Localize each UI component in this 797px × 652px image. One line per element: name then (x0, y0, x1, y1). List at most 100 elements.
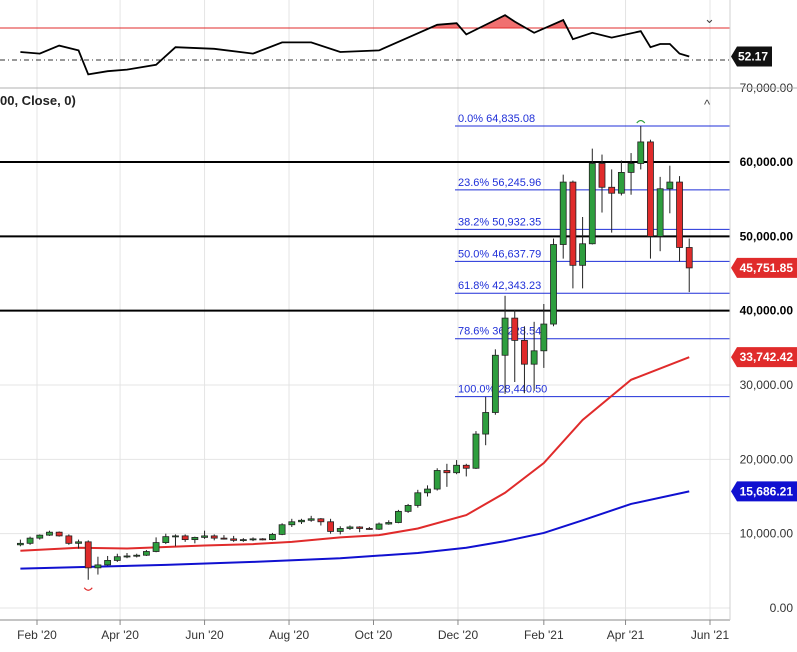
candle (579, 217, 587, 289)
price-badge-label: 33,742.42 (740, 350, 794, 364)
price-badge (731, 257, 797, 278)
candle-body (26, 537, 34, 544)
time-tick-label: Jun '21 (691, 628, 730, 642)
fib-level-label: 61.8% 42,343.23 (458, 280, 541, 292)
candle-body (16, 542, 24, 546)
oscillator-panel (0, 14, 730, 76)
candle-body (656, 188, 664, 237)
price-badge (731, 347, 797, 368)
candle-body (521, 339, 528, 365)
oscillator-overbought-fill (479, 15, 526, 28)
level-label-bg (733, 300, 795, 321)
candle-body (685, 247, 693, 269)
candle (356, 526, 364, 533)
candle (210, 534, 218, 541)
candle (201, 530, 208, 539)
time-tick-label: Feb '20 (17, 628, 57, 642)
candle (65, 534, 73, 545)
candle-body (414, 492, 422, 506)
candle (511, 309, 519, 383)
candle-body (550, 244, 557, 325)
time-tick-label: Jun '20 (185, 628, 224, 642)
candle-body (491, 354, 499, 413)
oscillator-overbought-fill (429, 23, 461, 28)
collapse-oscillator-button[interactable]: ⌄ (704, 11, 715, 26)
candle-body (472, 433, 480, 469)
candle-body (501, 317, 509, 356)
candle-body (647, 141, 654, 237)
candle-body (94, 564, 102, 569)
candle (462, 463, 470, 477)
candle-body (75, 541, 82, 544)
candle-body (55, 531, 63, 537)
candle (298, 518, 305, 525)
swing-high-marker (636, 119, 646, 124)
candle (113, 553, 121, 562)
candle-body (637, 141, 645, 164)
collapse-main-panel-button[interactable]: ^ (704, 97, 711, 112)
candle (191, 536, 199, 544)
candle (307, 515, 315, 522)
candle-body (113, 556, 121, 561)
fib-level-label: 0.0% 64,835.08 (458, 113, 535, 125)
candle (453, 460, 460, 475)
oscillator-value-badge (731, 46, 772, 67)
candle (162, 533, 170, 545)
candle (617, 160, 625, 196)
candle-body (269, 534, 276, 541)
price-axis: 70,000.0030,000.0020,000.0010,000.000.00… (733, 81, 795, 615)
candle (443, 463, 451, 487)
candle-body (424, 488, 431, 494)
candle (172, 534, 179, 547)
candle (501, 295, 509, 394)
candle (288, 518, 296, 527)
candle (181, 534, 189, 542)
candle (55, 531, 63, 537)
candle (550, 238, 557, 327)
candle-body (288, 521, 296, 526)
candle (414, 489, 422, 508)
fib-level-label: 23.6% 56,245.96 (458, 177, 541, 189)
candle-body (404, 505, 412, 512)
candle-body (336, 528, 344, 532)
fibonacci-retracement[interactable]: 0.0% 64,835.08 23.6% 56,245.96 38.2% 50,93… (455, 113, 730, 398)
candle-body (307, 518, 315, 521)
time-axis: Feb '20 Apr '20 Jun '20 Aug '20 Oct '20 Dec '… (0, 619, 730, 642)
candle-body (278, 524, 286, 535)
time-tick-label: Apr '20 (101, 628, 139, 642)
price-tick-label: 0.00 (770, 601, 794, 615)
horizontal-levels (0, 161, 730, 312)
candle-body (453, 464, 460, 474)
oscillator-value-label: 52.17 (738, 50, 768, 64)
price-badge (731, 481, 797, 502)
candle (365, 526, 373, 530)
candle (278, 523, 286, 536)
candle (530, 321, 538, 391)
fib-level-label: 100.0% 28,440.50 (458, 384, 547, 396)
candle-body (46, 531, 53, 536)
candle-body (608, 186, 616, 194)
candle-body (181, 535, 189, 541)
candle-body (133, 554, 141, 557)
candle (26, 536, 34, 545)
candle-body (627, 163, 635, 173)
candle-body (249, 538, 257, 541)
time-tick-label: Oct '20 (355, 628, 393, 642)
candle-body (201, 535, 208, 538)
candle-body (365, 528, 373, 530)
candle (627, 153, 635, 195)
candle (472, 431, 480, 469)
candle (104, 555, 112, 566)
candle-body (142, 551, 150, 556)
price-badge-label: 45,751.85 (740, 261, 794, 275)
candle-body (588, 163, 596, 245)
moving-averages (20, 356, 690, 570)
level-value-label: 50,000.00 (740, 229, 794, 243)
time-tick-label: Aug '20 (269, 628, 310, 642)
candle (608, 169, 616, 233)
candle (598, 154, 606, 213)
candle-body (298, 519, 305, 523)
candle-body (385, 522, 393, 525)
